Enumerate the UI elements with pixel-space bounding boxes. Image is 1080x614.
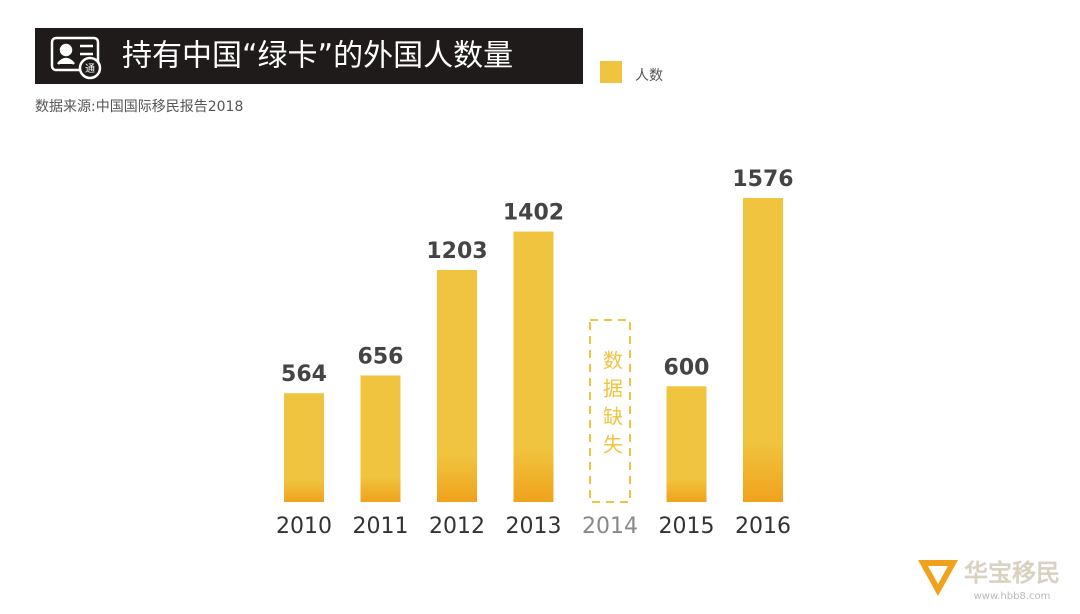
source: 数据来源:中国国际移民报告2018 [35, 99, 243, 115]
value-label: 1203 [426, 239, 487, 264]
missing-box [589, 319, 631, 503]
x-tick-label: 2016 [735, 514, 791, 539]
bar [666, 386, 707, 502]
x-tick-label: 2015 [659, 514, 715, 539]
title-box [35, 28, 583, 84]
watermark-logo [918, 560, 958, 596]
missing-label: 数据缺失 [600, 350, 624, 462]
x-tick-label: 2014 [582, 514, 638, 539]
x-tick-label: 2011 [353, 514, 409, 539]
value-label: 600 [664, 355, 710, 380]
bar [513, 231, 554, 502]
value-label: 656 [358, 344, 404, 369]
bar [743, 198, 783, 502]
bar [437, 269, 477, 502]
x-tick-label: 2012 [429, 514, 485, 539]
watermark-name: 华宝移民 [964, 559, 1060, 587]
legend-label: 人数 [635, 68, 663, 84]
x-tick-label: 2013 [506, 514, 562, 539]
chart-title: 持有中国“绿卡”的外国人数量 [122, 39, 513, 74]
legend-swatch [600, 61, 622, 83]
x-tick-label: 2010 [276, 514, 332, 539]
value-label: 1576 [732, 167, 793, 192]
title-icon [50, 36, 102, 80]
icon-char: 通 [85, 63, 95, 75]
bar [284, 393, 324, 502]
value-label: 1402 [503, 201, 564, 226]
value-label: 564 [281, 362, 327, 387]
bar [360, 375, 401, 502]
watermark-url: www.hbb8.com [974, 591, 1051, 602]
